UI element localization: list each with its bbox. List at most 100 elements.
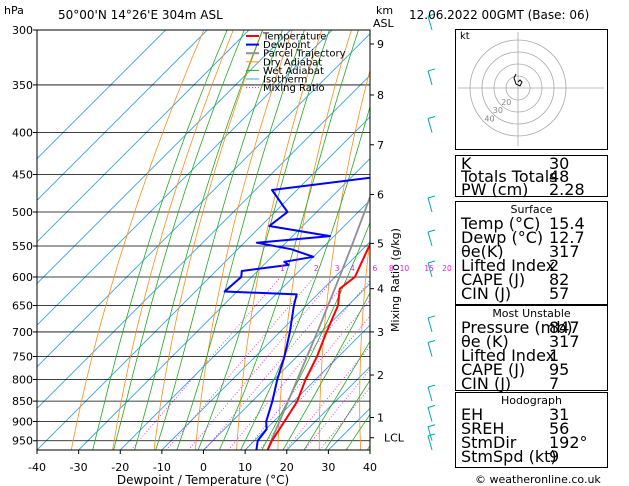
mu-pressure-value: 847	[549, 318, 580, 337]
dry-adiabat	[277, 30, 352, 450]
series-dewpoint	[223, 176, 370, 450]
surface-cape-value: 82	[549, 270, 570, 289]
series-temperature	[266, 241, 370, 450]
km-tick-label: 2	[377, 369, 384, 382]
legend-label: Wet Adiabat	[263, 66, 324, 77]
wet-adiabat	[197, 30, 330, 450]
eh-value: 31	[549, 405, 570, 424]
wet-adiabat	[176, 30, 305, 450]
mixing-ratio-line	[130, 276, 281, 450]
temperature-tick-label: 20	[280, 461, 294, 474]
forecast-datetime: 12.06.2022 00GMT (Base: 06)	[409, 8, 590, 22]
mixing-ratio-label: 10	[400, 264, 410, 273]
km-label: km	[376, 4, 394, 17]
k-index-value: 30	[549, 154, 570, 173]
legend-label: Temperature	[262, 32, 326, 43]
pressure-tick-label: 950	[12, 435, 33, 448]
most-unstable-title: Most Unstable	[492, 307, 571, 320]
surface-temp-label: Temp (°C)	[461, 214, 541, 233]
pressure-tick-label: 550	[12, 240, 33, 253]
x-axis-label: Dewpoint / Temperature (°C)	[117, 473, 289, 486]
totals-totals-label: Totals Totals	[461, 167, 558, 186]
dry-adiabat	[70, 30, 205, 450]
wind-barb-flag	[427, 260, 436, 264]
wind-barb	[427, 386, 433, 402]
pressure-tick-label: 850	[12, 395, 33, 408]
mixing-ratio-label: 3	[335, 264, 340, 273]
wind-barb-flag	[427, 229, 436, 233]
mixing-ratio-line	[319, 386, 370, 450]
asl-label: ASL	[373, 17, 394, 30]
mu-theta-label: θe (K)	[461, 332, 509, 351]
wet-adiabat	[92, 30, 228, 450]
surface-cape-label: CAPE (J)	[461, 270, 526, 289]
mixing-ratio-label: 4	[350, 264, 355, 273]
mu-theta-value: 317	[549, 332, 580, 351]
isotherm-line	[119, 199, 370, 450]
km-tick-label: 3	[377, 326, 384, 339]
mixing-ratio-line	[204, 276, 351, 450]
dry-adiabat	[236, 30, 323, 450]
pressure-tick-label: 650	[12, 300, 33, 313]
temperature-tick-label: 0	[200, 461, 207, 474]
km-tick-label: 7	[377, 139, 384, 152]
mixing-ratio-label: 2	[314, 264, 319, 273]
pressure-tick-label: 700	[12, 326, 33, 339]
km-tick-label: 8	[377, 89, 384, 102]
stmspd-value: 9	[549, 447, 560, 466]
copyright-text[interactable]: © weatheronline.co.uk	[475, 473, 601, 486]
wind-barb-flag	[427, 195, 436, 199]
wind-barb	[427, 342, 433, 357]
wet-adiabat	[134, 30, 263, 450]
legend-label: Mixing Ratio	[263, 83, 325, 94]
legend-label: Dry Adiabat	[263, 57, 322, 68]
hodograph-unit: kt	[460, 31, 470, 42]
most-unstable-panel: Most Unstable Pressure (mb) 847 θe (K) 317…	[455, 305, 608, 393]
pressure-tick-label: 800	[12, 374, 33, 387]
hodograph-ring-label: 30	[493, 106, 503, 115]
isotherm-line	[37, 116, 370, 450]
isotherm-line	[37, 30, 208, 201]
eh-label: EH	[461, 405, 484, 424]
y-axis-label: Mixing Ratio (g/kg)	[389, 228, 402, 332]
k-index-label: K	[461, 154, 472, 173]
dry-adiabat	[318, 68, 370, 450]
wind-barb-flag	[427, 424, 436, 428]
hodograph-stats-panel: Hodograph EH 31 SREH 56 StmDir 192° StmSpd …	[455, 392, 608, 468]
pressure-tick-label: 350	[12, 79, 33, 92]
surface-cin-value: 57	[549, 284, 570, 303]
pw-value: 2.28	[549, 180, 585, 199]
surface-dewp-value: 12.7	[549, 228, 585, 247]
mu-cape-label: CAPE (J)	[461, 360, 526, 379]
km-tick-label: 5	[377, 237, 384, 250]
wind-barb	[427, 118, 433, 133]
mu-li-label: Lifted Index	[461, 346, 556, 365]
hodograph-panel: 20 30 40 kt	[455, 29, 608, 150]
pressure-tick-label: 300	[12, 24, 33, 37]
wind-barb	[427, 197, 433, 213]
hodograph-ring-label: 40	[484, 115, 494, 124]
wind-barb	[427, 231, 433, 247]
pressure-tick-label: 400	[12, 127, 33, 140]
mixing-ratio-label: 6	[372, 264, 377, 273]
mixing-ratio-label: 1	[280, 264, 285, 273]
temperature-tick-label: -10	[153, 461, 171, 474]
sreh-value: 56	[549, 419, 570, 438]
stmdir-label: StmDir	[461, 433, 517, 452]
wind-barb-flag	[427, 404, 436, 408]
wet-adiabat	[240, 105, 370, 450]
mu-cin-label: CIN (J)	[461, 374, 512, 393]
surface-theta-value: 317	[549, 242, 580, 261]
hodograph-trace	[513, 73, 523, 87]
wet-adiabat	[324, 379, 370, 450]
dry-adiabat	[611, 30, 629, 450]
mu-pressure-label: Pressure (mb)	[461, 318, 573, 337]
pressure-tick-label: 450	[12, 168, 33, 181]
isotherm-line	[37, 30, 291, 285]
wind-barb	[427, 426, 433, 441]
km-tick-label: 1	[377, 411, 384, 424]
temperature-tick-label: -40	[28, 461, 46, 474]
km-tick-label: 6	[377, 188, 384, 201]
wind-barb-flag	[427, 315, 436, 319]
